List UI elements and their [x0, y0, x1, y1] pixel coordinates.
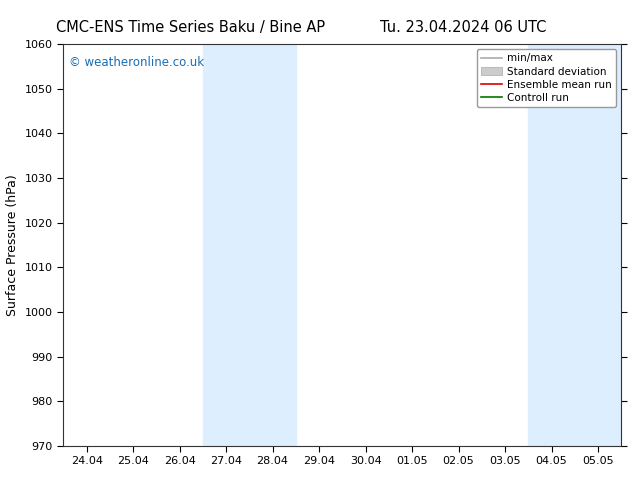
Bar	[203, 44, 296, 446]
Legend: min/max, Standard deviation, Ensemble mean run, Controll run: min/max, Standard deviation, Ensemble me…	[477, 49, 616, 107]
Bar	[528, 44, 621, 446]
Y-axis label: Surface Pressure (hPa): Surface Pressure (hPa)	[6, 174, 19, 316]
Text: CMC-ENS Time Series Baku / Bine AP: CMC-ENS Time Series Baku / Bine AP	[56, 20, 325, 35]
Text: Tu. 23.04.2024 06 UTC: Tu. 23.04.2024 06 UTC	[380, 20, 546, 35]
Text: © weatheronline.co.uk: © weatheronline.co.uk	[69, 56, 204, 69]
